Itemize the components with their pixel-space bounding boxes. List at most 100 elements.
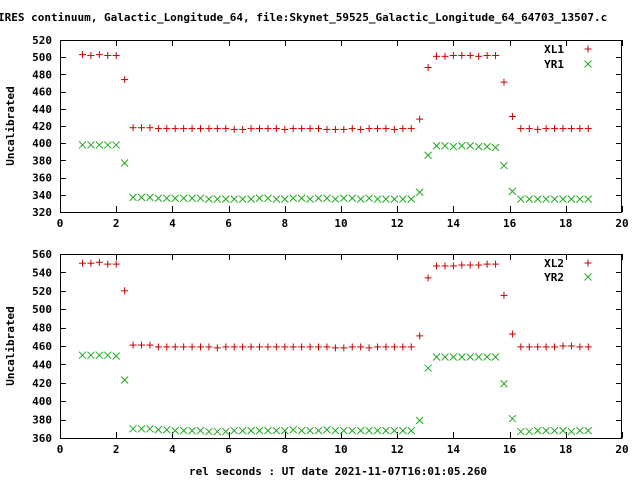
top-plot-point-yr1	[171, 194, 180, 203]
bottom-plot-tick-labels: 0 2 4 6 8 10 12 14 16 18 20 360 380 400 420 440 460 480 50…	[32, 248, 629, 456]
bottom-plot-point-yr2	[525, 427, 534, 436]
top-plot-point-xl1	[340, 125, 348, 133]
bottom-plot-point-xl2	[247, 343, 255, 351]
bottom-plot-point-xl2	[340, 344, 348, 352]
top-plot-point-xl1	[475, 52, 483, 60]
top-plot-point-yr1	[129, 193, 137, 202]
bottom-plot-point-yr2	[441, 353, 449, 361]
top-plot-point-yr1	[584, 195, 593, 203]
top-plot-point-xl1	[584, 125, 592, 133]
bottom-plot-point-xl2	[239, 343, 247, 351]
bottom-plot-point-xl2	[222, 343, 230, 351]
top-plot-x-tick-label: 18	[559, 217, 572, 230]
bottom-plot-point-yr2	[87, 351, 95, 360]
top-plot-point-yr1	[154, 194, 163, 203]
top-plot-point-xl1	[197, 125, 204, 133]
top-plot-point-yr1	[306, 195, 314, 203]
top-plot-point-yr1	[221, 195, 230, 203]
bottom-plot-point-xl2	[390, 343, 398, 351]
bottom-plot-point-xl2	[188, 343, 196, 351]
bottom-plot-point-yr2	[255, 426, 264, 435]
bottom-plot-point-xl2	[483, 260, 491, 268]
bottom-plot-point-yr2	[550, 426, 559, 435]
top-plot-point-yr1	[441, 141, 449, 150]
bottom-plot-x-tick-label: 0	[57, 443, 64, 456]
top-plot-point-xl1	[272, 125, 280, 133]
bottom-plot-point-xl2	[180, 343, 188, 351]
top-plot-point-yr1	[103, 141, 112, 149]
bottom-plot-point-xl2	[559, 342, 567, 350]
top-plot-point-yr1	[382, 195, 390, 203]
bottom-plot-point-yr2	[533, 426, 542, 435]
bottom-plot-legend: XL2 YR2	[544, 257, 564, 284]
top-plot-x-tick-label: 16	[503, 217, 517, 230]
top-plot-y-axis-label: Uncalibrated	[4, 86, 17, 165]
bottom-plot-y-tick-label: 500	[32, 303, 52, 316]
bottom-plot-point-xl2	[534, 343, 542, 351]
bottom-plot-point-yr2	[508, 414, 517, 423]
bottom-plot-x-tick-label: 4	[169, 443, 176, 456]
top-plot-point-xl1	[466, 51, 474, 59]
bottom-plot-point-xl2	[492, 260, 500, 268]
top-plot-point-yr1	[432, 141, 441, 150]
bottom-plot-point-xl2	[525, 343, 533, 351]
top-plot-x-tick-label: 0	[57, 217, 64, 230]
bottom-plot-point-yr2	[103, 351, 112, 360]
bottom-plot-point-yr2	[289, 425, 298, 434]
top-plot-point-xl1	[154, 125, 162, 133]
top-plot-point-yr1	[559, 195, 567, 203]
bottom-plot-point-xl2	[272, 343, 280, 351]
bottom-plot-point-yr2	[491, 353, 500, 361]
bottom-plot-x-tick-label: 18	[559, 443, 572, 456]
bottom-plot-point-yr2	[213, 427, 222, 436]
top-plot-point-xl1	[416, 115, 424, 123]
bottom-plot-point-yr2	[264, 426, 272, 435]
top-plot-y-tick-label: 440	[32, 103, 52, 116]
top-plot-x-tick-label: 2	[113, 217, 120, 230]
bottom-plot-point-xl2	[205, 343, 213, 351]
bottom-plot-point-xl2	[551, 343, 559, 351]
bottom-plot-point-yr2	[339, 426, 348, 435]
bottom-plot-point-yr2	[146, 424, 154, 433]
top-plot-point-yr1	[449, 142, 458, 151]
top-plot-point-yr1	[146, 193, 154, 202]
bottom-plot-point-xl2	[289, 343, 297, 351]
bottom-plot-point-yr2	[373, 426, 382, 435]
top-plot-point-xl1	[390, 125, 398, 133]
bottom-plot-point-xl2	[348, 343, 356, 351]
top-plot-point-xl1	[78, 51, 86, 59]
top-plot-point-xl1	[230, 125, 238, 133]
top-plot-point-xl1	[433, 52, 441, 60]
top-plot-point-yr1	[550, 195, 559, 203]
bottom-plot-point-yr2	[129, 424, 137, 433]
bottom-plot-point-yr2	[483, 353, 491, 361]
bottom-plot-point-xl2	[365, 344, 373, 352]
top-plot-point-xl1	[449, 51, 457, 59]
top-plot-point-yr1	[112, 141, 121, 149]
top-plot-point-yr1	[95, 141, 104, 149]
top-plot-point-xl1	[137, 124, 145, 132]
top-plot-point-xl1	[551, 125, 559, 133]
bottom-plot-point-yr2	[272, 426, 281, 435]
bottom-plot-point-xl2	[121, 287, 129, 295]
bottom-plot-x-tick-label: 20	[615, 443, 628, 456]
bottom-plot-point-yr2	[323, 425, 331, 434]
top-plot-point-yr1	[525, 195, 534, 203]
bottom-plot-point-yr2	[567, 427, 576, 436]
bottom-plot-point-yr2	[205, 427, 213, 436]
top-plot-point-xl1	[525, 125, 533, 133]
top-plot-point-yr1	[196, 194, 205, 203]
top-plot-point-xl1	[222, 125, 230, 133]
bottom-plot-y-tick-label: 560	[32, 248, 52, 261]
bottom-plot-point-xl2	[137, 341, 145, 349]
legend-marker-yr1	[584, 60, 592, 68]
top-plot-point-yr1	[508, 187, 517, 196]
top-plot-point-yr1	[575, 195, 584, 203]
bottom-plot-point-yr2	[466, 353, 475, 361]
top-plot-x-tick-label: 6	[225, 217, 232, 230]
top-plot-point-xl1	[407, 125, 415, 133]
legend-marker-xl1	[584, 45, 592, 53]
bottom-plot-point-xl2	[315, 343, 323, 351]
top-plot-point-xl1	[95, 51, 103, 59]
top-plot-point-xl1	[289, 125, 297, 133]
